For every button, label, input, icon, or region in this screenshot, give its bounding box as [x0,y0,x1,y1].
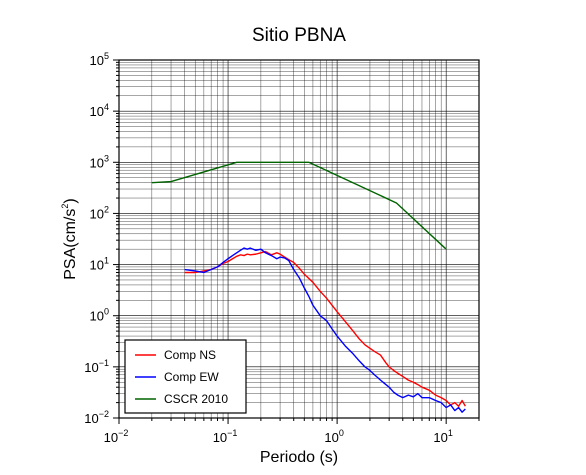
y-tick-label: 103 [90,153,109,170]
y-tick-label: 105 [90,51,109,68]
x-tick-label-exp: −1 [227,428,237,438]
x-axis-label: Periodo (s) [260,449,338,466]
x-tick-label-base: 10 [324,430,338,445]
y-tick-label-base: 10 [90,309,104,324]
series-layer [151,161,466,413]
y-tick-label-base: 10 [84,360,98,375]
chart-title: Sitio PBNA [252,25,346,46]
y-axis-label-main: PSA(cm/s [62,209,79,280]
y-tick-label-exp: 2 [104,204,109,214]
series-line-comp-ew [184,247,466,413]
legend: Comp NS Comp EW CSCR 2010 [124,339,247,414]
y-tick-label-exp: 0 [104,307,109,317]
x-tick-label-exp: 1 [448,428,453,438]
legend-label: Comp EW [164,370,219,384]
y-tick-label-base: 10 [84,411,98,426]
x-tick-label-base: 10 [213,430,227,445]
y-tick-label-exp: 4 [104,102,109,112]
series-line-comp-ns [184,250,466,407]
x-tick-label-exp: −2 [118,428,128,438]
y-tick-label-base: 10 [90,53,104,68]
x-tick-label-base: 10 [104,430,118,445]
x-tick-label-base: 10 [433,430,447,445]
y-tick-label-base: 10 [90,104,104,119]
y-tick-label: 101 [90,256,109,273]
y-axis-label: PSA(cm/s2) [60,198,79,279]
y-tick-label: 100 [90,307,109,324]
x-tick-label: 101 [433,428,452,445]
y-tick-label-base: 10 [90,258,104,273]
y-tick-label-exp: 5 [104,51,109,61]
x-tick-label: 100 [324,428,343,445]
series-line-cscr-2010 [151,161,447,250]
plot-frame [118,59,480,419]
y-tick-label-exp: −1 [99,358,109,368]
y-tick-label-exp: 1 [104,256,109,266]
legend-label: Comp NS [164,348,216,362]
y-tick-label: 102 [90,204,109,221]
y-tick-label-base: 10 [90,206,104,221]
y-axis-label-exp: 2 [60,204,70,209]
y-tick-label-exp: −2 [99,409,109,419]
y-tick-label-exp: 3 [104,153,109,163]
x-tick-label: 10−2 [104,428,129,445]
x-tick-label: 10−1 [213,428,238,445]
y-tick-label: 104 [90,102,109,119]
legend-label: CSCR 2010 [164,392,228,406]
x-tick-label-exp: 0 [339,428,344,438]
y-tick-label-base: 10 [90,155,104,170]
y-axis-label-close: ) [62,198,79,203]
y-tick-label: 10−1 [84,358,109,375]
y-tick-label: 10−2 [84,409,109,426]
